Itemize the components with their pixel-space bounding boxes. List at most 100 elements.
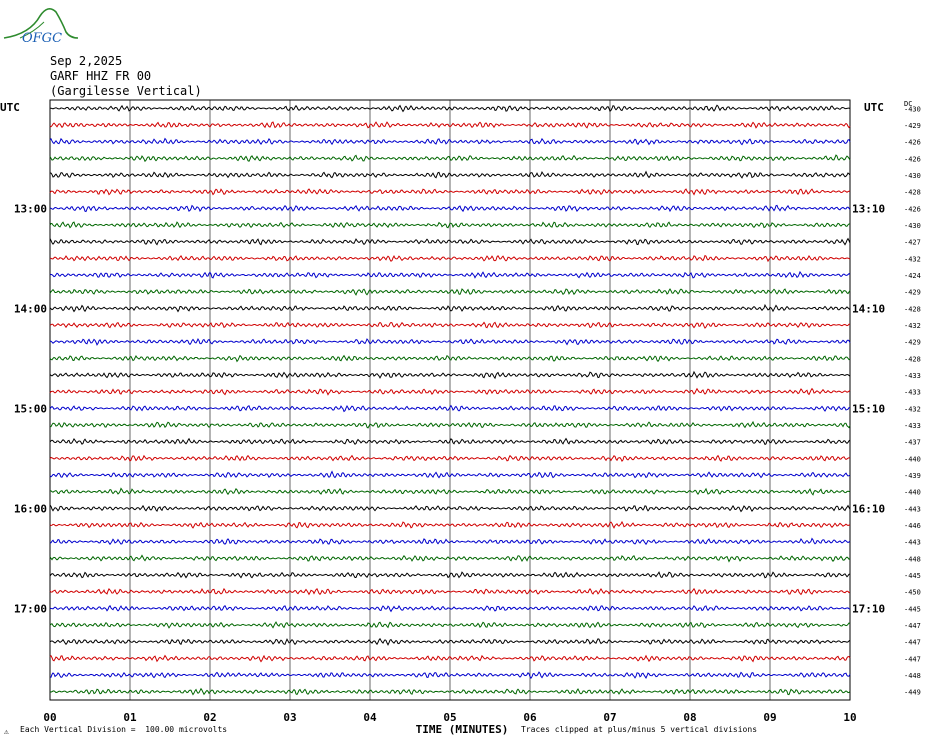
seismic-trace-row — [49, 637, 851, 646]
seismic-trace-row — [49, 554, 851, 563]
record-date: Sep 2,2025 — [50, 54, 123, 68]
seismic-trace-row — [49, 537, 851, 546]
right-hour-label: 13:10 — [852, 202, 885, 215]
left-hour-label: 13:00 — [14, 202, 47, 215]
dc-offset-label: -445 — [904, 572, 921, 580]
dc-offset-label: -433 — [904, 389, 921, 397]
seismic-trace-row — [49, 188, 851, 196]
x-tick-label: 07 — [603, 711, 616, 724]
right-hour-label: 15:10 — [852, 402, 885, 415]
left-utc-title: UTC — [0, 101, 20, 114]
left-hour-label: 17:00 — [14, 602, 47, 615]
seismic-trace-row — [49, 587, 851, 596]
dc-offset-label: -433 — [904, 422, 921, 430]
dc-offset-label: -426 — [904, 155, 921, 163]
seismic-trace-row — [49, 237, 851, 246]
x-tick-label: 03 — [283, 711, 296, 724]
dc-offset-label: -430 — [904, 105, 921, 113]
dc-offset-label: -447 — [904, 639, 921, 647]
seismic-trace-row — [49, 387, 851, 396]
dc-offset-label: -450 — [904, 589, 921, 597]
dc-offset-label: -437 — [904, 439, 921, 447]
dc-offset-label: -430 — [904, 172, 921, 180]
dc-offset-label: -428 — [904, 189, 921, 197]
seismic-trace-row — [49, 571, 851, 579]
seismic-trace-row — [49, 204, 851, 213]
left-hour-label: 16:00 — [14, 502, 47, 515]
dc-offset-label: -432 — [904, 405, 921, 413]
x-tick-label: 02 — [203, 711, 216, 724]
dc-offset-label: -426 — [904, 139, 921, 147]
left-hour-label: 15:00 — [14, 402, 47, 415]
seismic-trace-row — [49, 504, 851, 513]
seismic-trace-row — [49, 470, 851, 479]
dc-offset-label: -440 — [904, 455, 921, 463]
station-code: GARF HHZ FR 00 — [50, 69, 152, 83]
seismic-trace-row — [49, 270, 851, 279]
right-hour-label: 17:10 — [852, 602, 885, 615]
dc-offset-label: -427 — [904, 239, 921, 247]
right-hour-label: 14:10 — [852, 302, 885, 315]
seismic-trace-row — [49, 121, 851, 129]
dc-offset-label: -443 — [904, 505, 921, 513]
dc-offset-label: -430 — [904, 222, 921, 230]
dc-offset-label: -448 — [904, 672, 921, 680]
right-hour-label: 16:10 — [852, 502, 885, 515]
station-location: (Gargilesse Vertical) — [50, 84, 202, 98]
x-tick-label: 10 — [843, 711, 856, 724]
dc-offset-label: -428 — [904, 355, 921, 363]
x-tick-label: 05 — [443, 711, 456, 724]
dc-offset-label: -433 — [904, 372, 921, 380]
seismic-trace-row — [49, 170, 851, 179]
x-tick-label: 06 — [523, 711, 537, 724]
seismic-trace-row — [49, 437, 851, 446]
dc-offset-label: -447 — [904, 622, 921, 630]
seismic-trace-row — [49, 454, 851, 463]
seismic-trace-row — [49, 621, 851, 629]
dc-offset-label: -428 — [904, 305, 921, 313]
seismic-trace-row — [49, 420, 851, 429]
seismic-trace-row — [49, 137, 851, 146]
x-tick-label: 01 — [123, 711, 137, 724]
x-axis-title: TIME (MINUTES) — [416, 723, 509, 736]
dc-offset-label: -426 — [904, 205, 921, 213]
vertical-scale-note: Each Vertical Division = 100.00 microvol… — [20, 725, 228, 734]
seismic-trace-row — [49, 221, 851, 229]
scale-mark-icon: ⚠ — [4, 727, 9, 736]
logo-emblem-icon: OFGC — [3, 8, 79, 46]
seismic-trace-row — [49, 404, 851, 413]
x-tick-label: 04 — [363, 711, 377, 724]
seismic-trace-row — [49, 654, 851, 663]
dc-offset-label: -429 — [904, 289, 921, 297]
dc-offset-label: -440 — [904, 489, 921, 497]
x-tick-label: 08 — [683, 711, 696, 724]
right-utc-title: UTC — [864, 101, 884, 114]
x-tick-label: 00 — [43, 711, 56, 724]
logo-text: OFGC — [22, 31, 62, 44]
seismic-trace-row — [49, 487, 851, 496]
dc-offset-label: -432 — [904, 322, 921, 330]
seismic-trace-row — [49, 321, 851, 329]
dc-offset-label: -439 — [904, 472, 921, 480]
x-tick-label: 09 — [763, 711, 776, 724]
dc-offset-label: -445 — [904, 605, 921, 613]
dc-offset-label: -449 — [904, 689, 921, 697]
seismic-trace-row — [49, 520, 851, 529]
dc-offset-label: -424 — [904, 272, 921, 280]
seismic-trace-row — [49, 154, 851, 163]
seismic-trace-row — [49, 604, 851, 613]
dc-offset-label: -443 — [904, 539, 921, 547]
dc-offset-label: -429 — [904, 122, 921, 130]
seismic-trace-row — [49, 104, 851, 113]
seismic-trace-row — [49, 687, 851, 696]
clipping-note: Traces clipped at plus/minus 5 vertical … — [521, 725, 758, 734]
seismic-trace-row — [49, 288, 851, 296]
seismic-trace-row — [49, 671, 851, 680]
seismic-trace-row — [49, 338, 851, 346]
seismic-trace-row — [49, 354, 851, 363]
seismic-trace-row — [49, 370, 851, 380]
seismic-trace-row — [49, 303, 851, 313]
dc-offset-label: -432 — [904, 255, 921, 263]
seismic-trace-row — [49, 254, 851, 263]
